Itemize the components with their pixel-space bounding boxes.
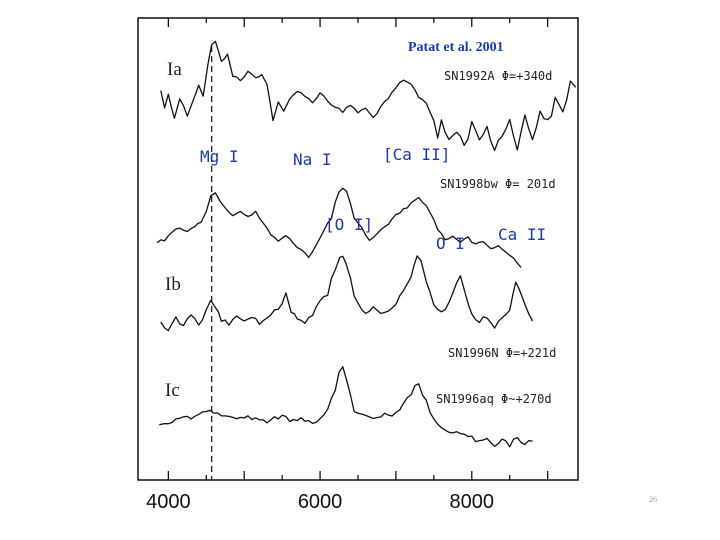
spectra-series xyxy=(156,40,577,448)
line-id-o-i-forbidden: [O I] xyxy=(325,215,373,234)
type-label-ia: Ia xyxy=(167,59,182,80)
slide-number: 26 xyxy=(649,495,657,504)
line-id-mg-i: Mg I xyxy=(200,147,239,166)
x-tick-label: 8000 xyxy=(450,491,495,513)
series-label-sn1996n: SN1996N Φ=+221d xyxy=(448,346,556,360)
spectrum-line-1 xyxy=(156,187,522,268)
spectrum-line-0 xyxy=(160,40,577,152)
type-label-ic: Ic xyxy=(165,380,180,401)
x-tick-label: 6000 xyxy=(298,491,343,513)
x-tick-label: 4000 xyxy=(146,491,191,513)
series-label-sn1996aq: SN1996aq Φ~+270d xyxy=(436,392,552,406)
credit-label: Patat et al. 2001 xyxy=(408,40,504,55)
line-id-ca-ii-forbidden: [Ca II] xyxy=(383,145,450,164)
line-id-ca-ii: Ca II xyxy=(498,225,546,244)
x-axis-ticks: 4000 6000 8000 xyxy=(146,18,549,513)
line-id-o-i: O I xyxy=(436,234,465,253)
series-label-sn1998bw: SN1998bw Φ= 201d xyxy=(440,177,556,191)
spectrum-line-3 xyxy=(159,366,533,448)
type-label-ib: Ib xyxy=(165,274,181,295)
series-label-sn1992a: SN1992A Φ=+340d xyxy=(444,69,552,83)
spectrum-line-2 xyxy=(160,255,534,332)
line-id-na-i: Na I xyxy=(293,150,332,169)
